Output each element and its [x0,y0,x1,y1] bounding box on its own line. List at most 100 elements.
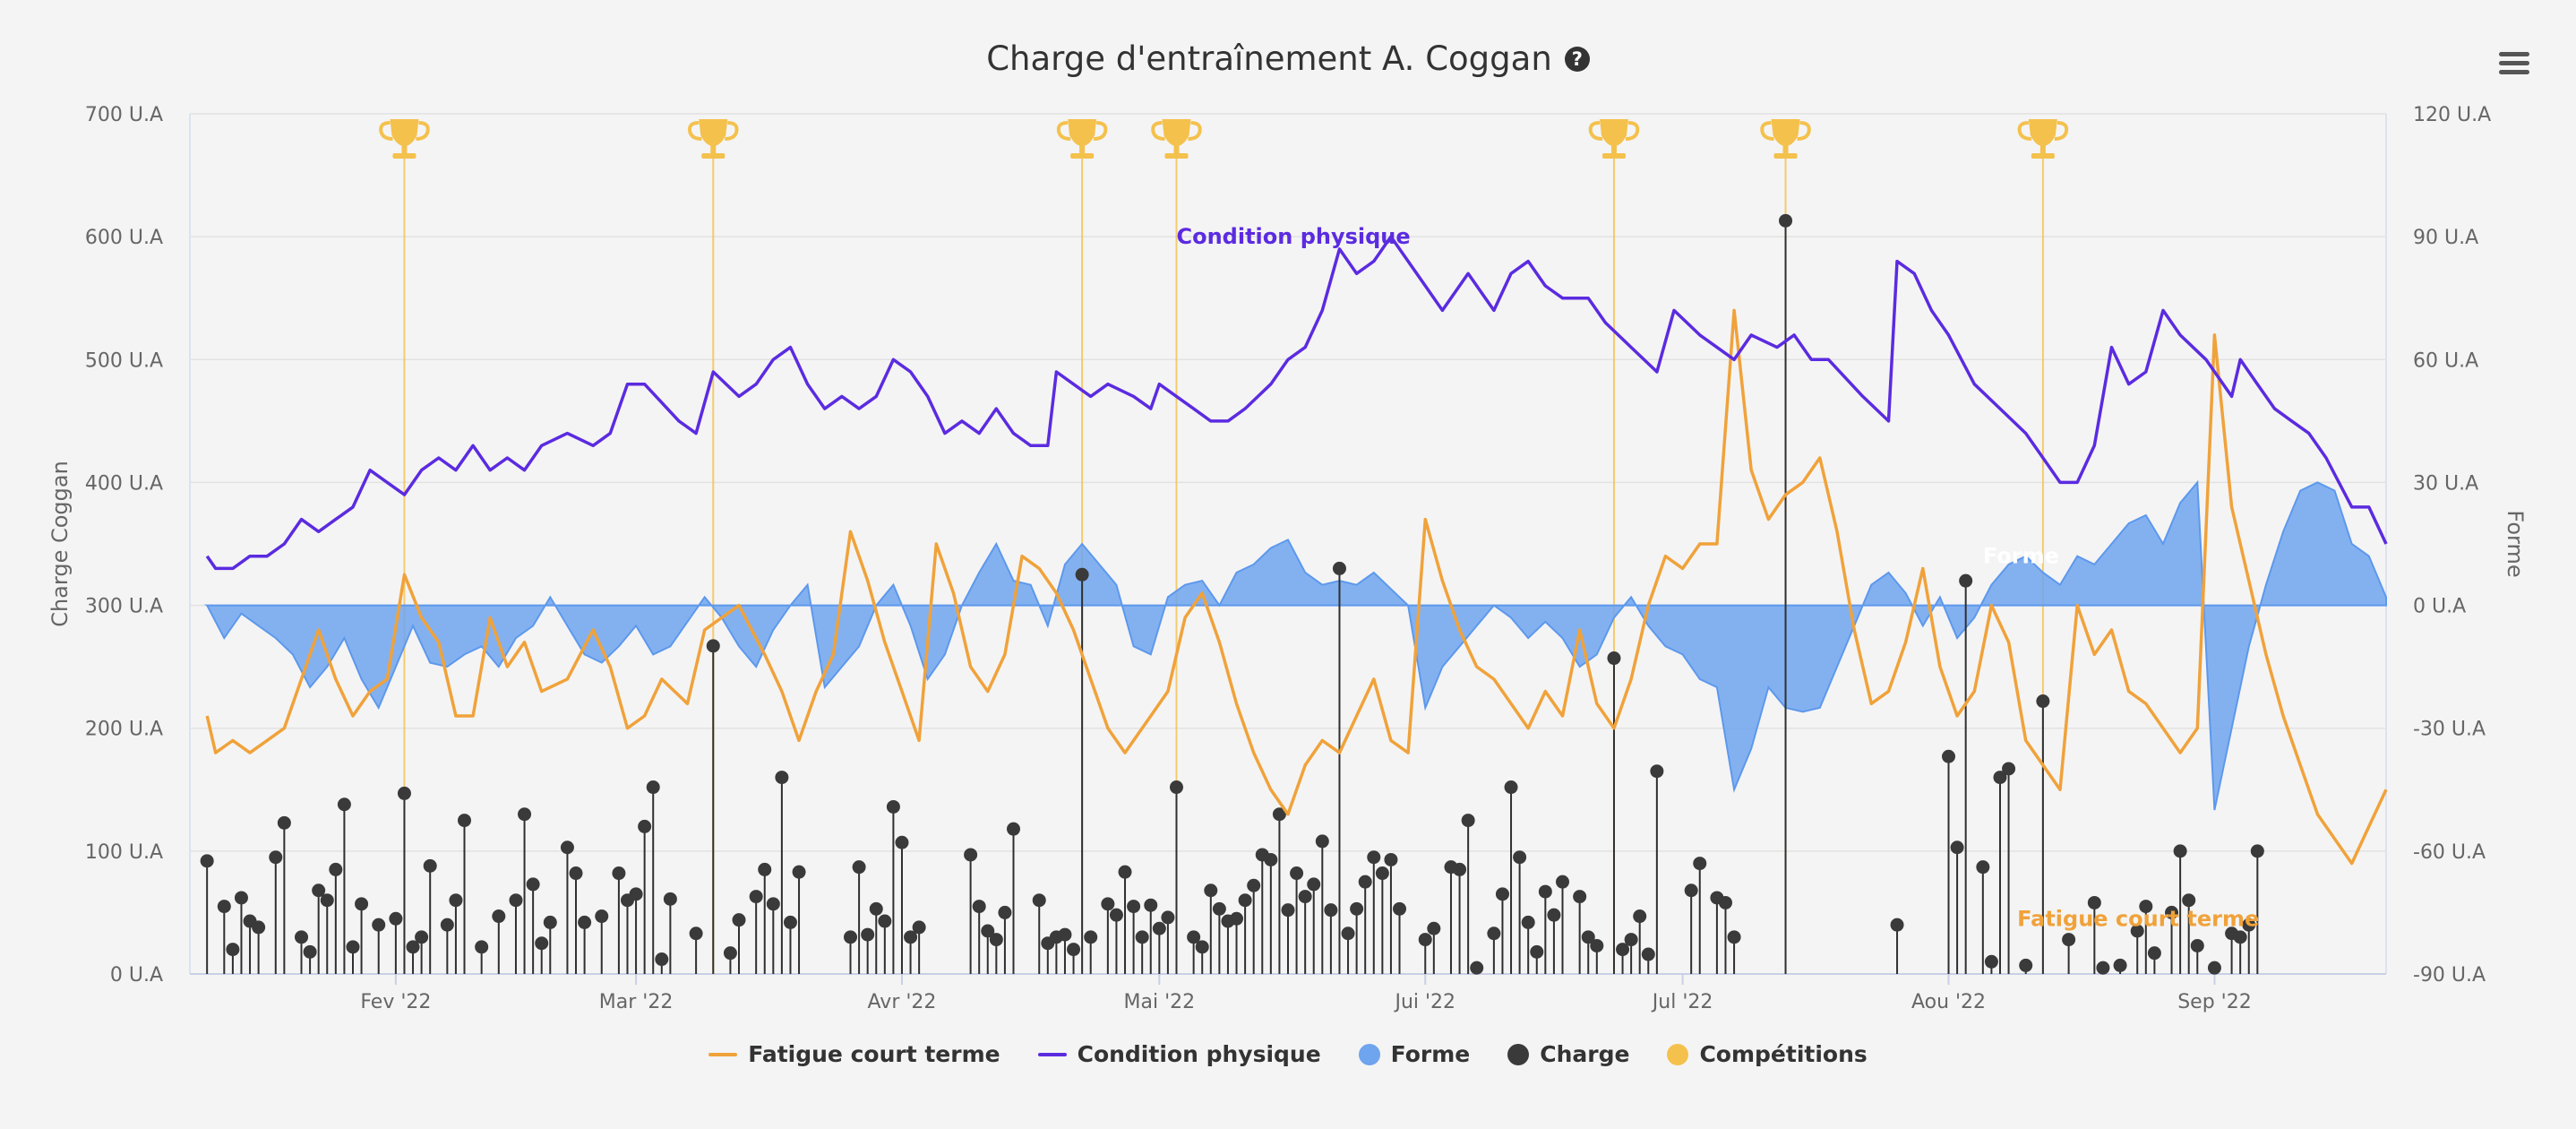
charge-point [1367,850,1381,865]
y-left-tick-label: 700 U.A [85,104,163,126]
legend-item-fatigue[interactable]: Fatigue court terme [708,1041,1000,1067]
legend-fatigue-swatch [708,1052,738,1056]
menu-bar [2499,61,2529,65]
y-right-axis-title: Forme [2503,510,2528,577]
charge-point [1727,930,1741,944]
charge-point [646,780,660,795]
charge-point [320,893,334,908]
charge-point [1616,943,1630,957]
x-tick-label: Jui '22 [1393,991,1455,1013]
charge-point [2087,895,2101,909]
charge-point [775,771,789,785]
charge-point [595,909,609,924]
charge-point [1495,887,1509,901]
legend-charge-label: Charge [1540,1041,1630,1067]
charge-point [629,887,643,901]
charge-point [1264,852,1278,866]
legend-item-competitions[interactable]: Compétitions [1667,1041,1868,1067]
charge-point [355,897,369,911]
charge-point [1298,890,1312,904]
charge-point [277,815,291,830]
trophy-icon [1151,119,1202,159]
charge-point [1281,903,1295,918]
trophy-stem [1079,145,1086,153]
charge-point [1375,866,1389,881]
y-right-tick-label: 0 U.A [2413,596,2466,618]
charge-point [1187,930,1201,944]
charge-point [1530,944,1544,959]
charge-point [844,930,858,944]
charge-point [1341,926,1355,941]
charge-point [415,930,429,944]
forme-area [203,479,2387,811]
charge-point [1084,930,1098,944]
charge-point [998,905,1012,919]
legend-item-forme[interactable]: Forme [1358,1041,1470,1067]
fatigue-line [205,308,2388,866]
trophy-stem [1610,145,1617,153]
trophy-handle-right [1188,121,1202,141]
charge-point [1470,961,1484,975]
charge-point [1332,561,1346,575]
y-left-tick-label: 0 U.A [110,964,163,987]
hamburger-menu-icon[interactable] [2499,52,2529,79]
charge-point [2139,900,2153,914]
trophy-icon [379,119,430,159]
charge-point [1427,921,1441,935]
x-tick-label: Sep '22 [2177,991,2252,1013]
legend-competitions-swatch [1667,1043,1689,1065]
charge-point [1624,933,1638,947]
help-icon[interactable]: ? [1564,46,1590,72]
charge-point [706,639,720,653]
charge-point [2182,893,2196,908]
legend-item-charge[interactable]: Charge [1507,1041,1629,1067]
annotation-label: Fatigue court terme [2017,906,2259,931]
charge-point [1556,875,1569,889]
charge-point [295,930,309,944]
charge-point [1169,780,1183,795]
charge-point [1067,943,1081,957]
x-tick-label: Mai '22 [1124,991,1196,1013]
charge-point [1779,213,1793,228]
charge-point [1650,764,1664,779]
charge-stems-group [200,213,2264,975]
charge-point [1590,938,1604,952]
charge-point [1032,893,1046,908]
charge-point [1230,911,1244,926]
charge-point [200,854,214,868]
charge-point [543,915,557,929]
charge-point [1358,875,1372,889]
charge-point [1684,883,1698,898]
charge-point [269,850,283,865]
charge-point [518,807,532,822]
legend-item-condition[interactable]: Condition physique [1037,1041,1321,1067]
charge-point [1247,878,1261,892]
charge-point [749,890,763,904]
legend-forme-swatch [1358,1043,1380,1065]
charge-point [406,940,420,954]
trophy-icon [1588,119,1640,159]
menu-bar [2499,52,2529,56]
charge-point [578,915,592,929]
charge-point [226,943,240,957]
charge-point [1504,780,1518,795]
charge-point [904,930,918,944]
trophy-base [2031,153,2055,159]
legend-competitions-label: Compétitions [1699,1041,1868,1067]
charge-point [2173,844,2187,858]
trophy-stem [1173,145,1180,153]
charge-point [1581,930,1595,944]
charge-point [981,924,995,938]
charge-point [869,901,883,916]
charge-point [1538,884,1552,899]
trophy-cup [699,119,728,146]
charge-point [1487,926,1501,941]
charge-point [989,933,1003,947]
charge-point [655,952,669,967]
competition-lines [403,150,2044,974]
charge-point [1418,933,1432,947]
chart-title: Charge d'entraînement A. Coggan [986,39,1552,78]
y-right-tick-label: 90 U.A [2413,227,2478,249]
trophy-base [1164,153,1189,159]
fatigue-line-group [205,308,2388,866]
